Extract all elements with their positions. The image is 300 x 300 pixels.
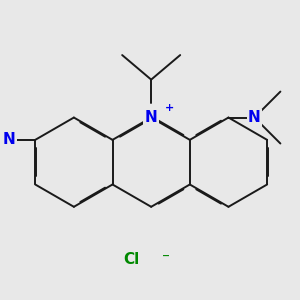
Text: ⁻: ⁻ — [162, 252, 170, 267]
Text: N: N — [145, 110, 158, 125]
Text: N: N — [3, 132, 16, 147]
Text: N: N — [248, 110, 261, 125]
Text: Cl: Cl — [123, 252, 139, 267]
Text: +: + — [164, 103, 174, 113]
